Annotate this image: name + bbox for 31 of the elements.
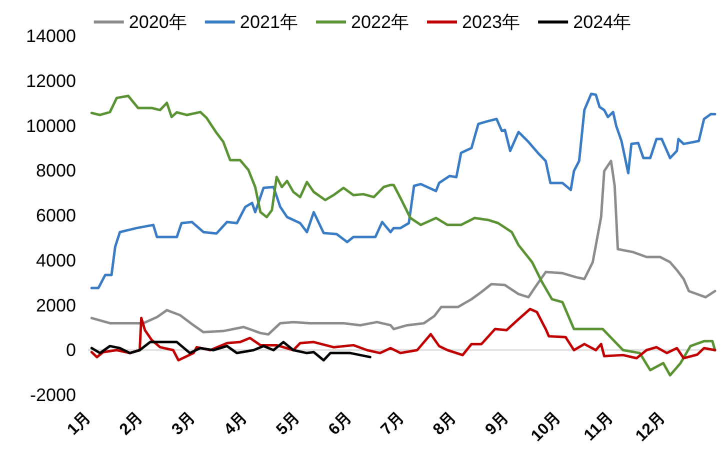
legend-label: 2024年 [573,12,632,32]
x-tick-label: 1月 [64,408,94,439]
y-tick-label: 14000 [26,26,76,46]
y-tick-label: 8000 [36,160,76,181]
y-tick-label: -2000 [30,385,76,405]
x-tick-label: 6月 [326,408,356,439]
x-tick-label: 11月 [581,408,617,444]
y-tick-label: 4000 [36,250,76,270]
line-series [90,94,716,377]
y-tick-label: 6000 [36,206,76,226]
y-tick-label: 12000 [26,70,76,91]
x-tick-label: 10月 [528,408,564,445]
y-tick-label: 0 [66,340,76,360]
x-tick-label: 8月 [430,408,460,439]
x-tick-label: 5月 [273,408,304,439]
x-tick-label: 9月 [482,408,512,439]
x-tick-label: 3月 [168,408,199,439]
line-series [90,92,716,290]
line-series [90,340,372,362]
line-series [90,308,716,362]
legend-label: 2021年 [240,12,298,32]
legend-label: 2020年 [128,12,187,32]
y-tick-label: 10000 [26,116,76,136]
x-tick-label: 4月 [221,408,251,439]
legend-label: 2023年 [462,12,520,32]
x-tick-label: 2月 [116,408,146,439]
legend-label: 2022年 [350,12,410,32]
y-tick-label: 2000 [36,295,76,316]
x-tick-label: 12月 [632,408,669,445]
line-series [90,160,716,336]
x-tick-label: 7月 [378,408,408,439]
